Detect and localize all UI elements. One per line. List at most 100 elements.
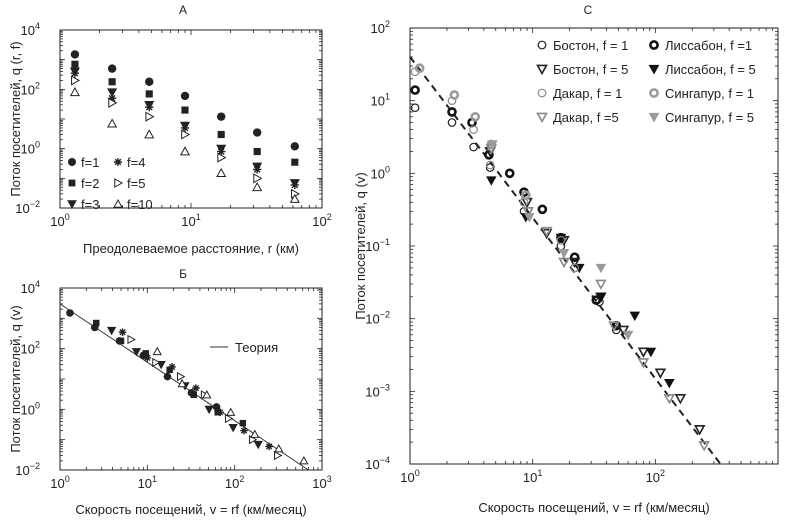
panel-a-point-f-5: [253, 173, 263, 184]
panel-b-ylabel: Поток посетителей, q (v): [8, 305, 23, 452]
panel-b-point-f-4: [265, 442, 273, 451]
panel-a-point-f-1: [180, 91, 190, 101]
panel-c-point-дакар-f-5: [698, 441, 710, 452]
panel-c-point-сингапур-f-1: [449, 90, 460, 100]
panel-a-point-f-10: [216, 167, 227, 177]
panel-a-point-f-10: [69, 86, 80, 97]
panel-a-legend-marker-f-5: [114, 178, 124, 188]
panel-b-point-f-3: [228, 424, 238, 433]
panel-c-point-сингапур-f-5: [487, 140, 498, 150]
panel-c-point-дакар-f-5: [522, 207, 534, 218]
panel-b-point-f-3: [204, 405, 214, 415]
panel-c-point-сингапур-f-5: [558, 249, 570, 259]
panel-c-legend-marker-сингапур-f-5: [648, 112, 660, 123]
panel-c-y-tick-label: 10−3: [365, 382, 390, 399]
panel-b-point-f-1: [212, 403, 221, 411]
panel-b-point-f-2: [117, 337, 125, 345]
panel-a-legend-label-f-4: f=4: [127, 155, 145, 170]
panel-a-legend-label-f-2: f=2: [81, 176, 99, 191]
panel-a-point-f-5: [108, 97, 118, 108]
panel-c-point-лиссабон-f-5: [595, 292, 607, 303]
panel-b-y-tick-label: 104: [21, 279, 40, 296]
panel-c-point-бостон-f-5: [674, 394, 687, 405]
panel-a-point-f-10: [144, 129, 155, 139]
panel-c-y-tick-label: 10−1: [365, 237, 390, 254]
panel-a-ylabel: Поток посетителей, q (r, f): [8, 41, 23, 196]
panel-b-point-f-1: [163, 372, 172, 381]
panel-b-point-f-4: [216, 408, 224, 417]
panel-b-x-tick-label: 102: [225, 474, 244, 491]
panel-a-point-f-4: [107, 94, 117, 103]
panel-a-point-f-4: [180, 123, 190, 133]
panel-c-legend-marker-бостон-f-5: [536, 64, 548, 76]
panel-c-point-дакар-f-5: [637, 358, 650, 369]
panel-b-legend: Теория: [210, 340, 278, 355]
panel-c-legend-label-бостон-f-5: Бостон, f = 5: [553, 62, 628, 77]
panel-c-legend-label-сингапур-f-5: Сингапур, f = 5: [665, 110, 754, 125]
panel-a-legend-marker-f-3: [67, 200, 77, 210]
panel-c-point-бостон-f-1: [469, 142, 478, 152]
panel-c-point-лиссабон-f-1: [537, 204, 548, 215]
panel-b-point-f-10: [274, 443, 284, 453]
panel-a-y-tick-label: 10−2: [15, 199, 40, 216]
panel-c-legend-marker-дакар-f-5: [536, 112, 548, 124]
panel-c-point-лиссабон-f-5: [555, 233, 567, 244]
panel-c-point-бостон-f-5: [617, 325, 630, 336]
panel-b-x-tick-label: 103: [312, 474, 331, 491]
panel-c-marks: [410, 63, 710, 452]
panel-a-legend-marker-f-2: [68, 179, 76, 187]
panel-a-point-f-5: [71, 75, 81, 86]
panel-a-y-tick-label: 100: [21, 140, 40, 157]
panel-b-chart: 100 101 102 103 10−2 100 102 104 Теория Скорост…: [8, 279, 332, 517]
panel-c-point-сингапур-f-1: [414, 63, 425, 73]
panel-a-point-f-1: [216, 112, 226, 121]
panel-a-point-f-4: [216, 147, 226, 156]
panel-a-point-f-2: [71, 60, 79, 68]
panel-c-point-дакар-f-5: [663, 394, 676, 405]
panel-c-chart: 100 101 102 10−4 10−3 10−2 10−1 100 101 102 Босто…: [353, 19, 779, 515]
panel-c-point-лиссабон-f-1: [504, 168, 515, 179]
panel-b-point-f-10: [177, 378, 187, 388]
panel-c-xlabel: Скорость посещений, v = rf (км/месяц): [478, 500, 709, 515]
panel-c-point-лиссабон-f-5: [629, 311, 641, 322]
panel-a-legend-label-f-5: f=5: [127, 176, 145, 191]
panel-a-legend-marker-f-4: [114, 158, 122, 166]
panel-a-point-f-10: [289, 193, 300, 203]
panel-b-x-tick-label: 100: [50, 474, 69, 491]
panel-a-point-f-3: [107, 88, 118, 98]
panel-c-legend-label-сингапур-f-1: Сингапур, f = 1: [665, 86, 754, 101]
panel-c-ylabel: Поток посетителей, q (v): [353, 172, 368, 319]
panel-c-point-дакар-f-1: [570, 263, 580, 273]
panel-b-y-tick-label: 10−2: [15, 461, 40, 478]
panel-b-point-f-10: [226, 407, 236, 416]
panel-b-x-tick-label: 101: [138, 474, 157, 491]
panel-c-y-tick-label: 102: [371, 19, 390, 36]
panel-a-point-f-4: [145, 102, 154, 112]
panel-c-y-tick-label: 10−4: [365, 455, 390, 472]
panel-c-y-tick-label: 10−2: [365, 310, 390, 327]
panel-b-point-f-2: [190, 391, 197, 399]
panel-c-legend-marker-дакар-f-1: [537, 88, 547, 98]
panel-a-point-f-10: [252, 182, 263, 192]
panel-b-marks: [66, 309, 309, 465]
panel-c-legend: Бостон, f = 1 Лиссабон, f =1 Бостон, f = 5…: [536, 38, 756, 125]
panel-b-point-f-3: [131, 348, 142, 357]
panel-a-point-f-1: [252, 128, 262, 137]
panel-a-marks: [69, 50, 301, 203]
panel-b-legend-label: Теория: [235, 340, 278, 355]
panel-b-point-f-2: [142, 350, 150, 357]
panel-b-point-f-10: [152, 346, 162, 356]
panel-b-point-f-2: [239, 419, 247, 427]
panel-b-y-tick-label: 100: [21, 400, 40, 417]
panel-b-point-f-2: [93, 319, 100, 327]
panel-c-point-лиссабон-f-1: [447, 107, 457, 117]
panel-c-legend-marker-лиссабон-f-5: [648, 64, 660, 75]
panel-a-x-tick-label: 102: [312, 212, 331, 229]
panel-c-legend-marker-сингапур-f-1: [649, 88, 659, 98]
panel-c-point-сингапур-f-1: [521, 190, 531, 201]
panel-a-point-f-2: [253, 147, 261, 156]
panel-c-point-лиссабон-f-1: [484, 149, 494, 160]
panel-b-point-f-10: [250, 429, 260, 438]
panel-a-legend-label-f-3: f=3: [81, 197, 99, 212]
